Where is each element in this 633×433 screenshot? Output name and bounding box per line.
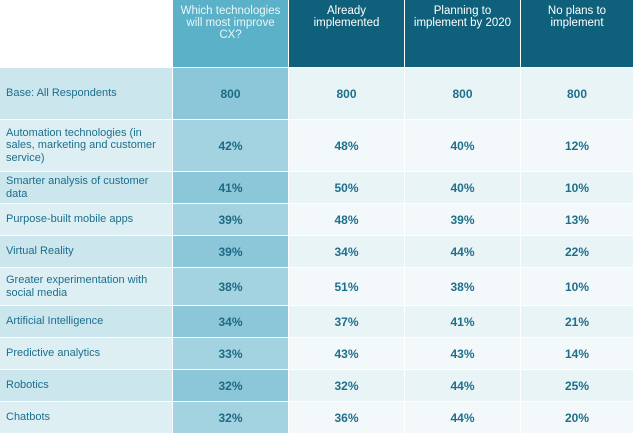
cell-planning-2020: 40% (405, 171, 521, 203)
table-row: Predictive analytics 33% 43% 43% 14% (0, 337, 633, 369)
cell-improve-cx: 41% (173, 171, 289, 203)
table-row: Robotics 32% 32% 44% 25% (0, 369, 633, 401)
cell-already-implemented: 32% (289, 369, 405, 401)
table-row: Base: All Respondents 800 800 800 800 (0, 67, 633, 119)
cell-planning-2020: 39% (405, 203, 521, 235)
cell-no-plans: 22% (521, 235, 633, 267)
table-row: Purpose-built mobile apps 39% 48% 39% 13… (0, 203, 633, 235)
cell-already-implemented: 43% (289, 337, 405, 369)
cell-no-plans: 12% (521, 119, 633, 171)
cell-planning-2020: 44% (405, 401, 521, 433)
cell-already-implemented: 800 (289, 67, 405, 119)
cell-already-implemented: 34% (289, 235, 405, 267)
header-row: Which technologies will most improve CX?… (0, 0, 633, 67)
column-header-no-plans: No plans to implement (521, 0, 633, 67)
cell-planning-2020: 44% (405, 369, 521, 401)
cell-no-plans: 14% (521, 337, 633, 369)
cell-no-plans: 20% (521, 401, 633, 433)
row-label: Robotics (0, 369, 173, 401)
cell-already-implemented: 48% (289, 203, 405, 235)
table-row: Chatbots 32% 36% 44% 20% (0, 401, 633, 433)
cell-no-plans: 25% (521, 369, 633, 401)
cell-no-plans: 10% (521, 171, 633, 203)
row-label: Virtual Reality (0, 235, 173, 267)
table-row: Smarter analysis of customer data 41% 50… (0, 171, 633, 203)
cell-planning-2020: 40% (405, 119, 521, 171)
cell-already-implemented: 37% (289, 305, 405, 337)
cell-already-implemented: 48% (289, 119, 405, 171)
table-row: Automation technologies (in sales, marke… (0, 119, 633, 171)
row-label: Chatbots (0, 401, 173, 433)
row-label: Purpose-built mobile apps (0, 203, 173, 235)
cell-planning-2020: 41% (405, 305, 521, 337)
row-label: Smarter analysis of customer data (0, 171, 173, 203)
cell-already-implemented: 36% (289, 401, 405, 433)
cell-improve-cx: 39% (173, 203, 289, 235)
row-label: Predictive analytics (0, 337, 173, 369)
cell-planning-2020: 800 (405, 67, 521, 119)
cell-planning-2020: 38% (405, 267, 521, 305)
corner-cell (0, 0, 173, 67)
cell-no-plans: 21% (521, 305, 633, 337)
cell-no-plans: 13% (521, 203, 633, 235)
row-label: Automation technologies (in sales, marke… (0, 119, 173, 171)
row-label: Artificial Intelligence (0, 305, 173, 337)
cell-improve-cx: 42% (173, 119, 289, 171)
column-header-already-implemented: Already implemented (289, 0, 405, 67)
cell-planning-2020: 43% (405, 337, 521, 369)
cell-improve-cx: 32% (173, 369, 289, 401)
cell-improve-cx: 38% (173, 267, 289, 305)
column-header-improve-cx: Which technologies will most improve CX? (173, 0, 289, 67)
cell-planning-2020: 44% (405, 235, 521, 267)
cell-already-implemented: 51% (289, 267, 405, 305)
cell-improve-cx: 39% (173, 235, 289, 267)
cell-improve-cx: 34% (173, 305, 289, 337)
column-header-planning-2020: Planning to implement by 2020 (405, 0, 521, 67)
cell-no-plans: 10% (521, 267, 633, 305)
cell-improve-cx: 800 (173, 67, 289, 119)
table-row: Greater experimentation with social medi… (0, 267, 633, 305)
table-row: Virtual Reality 39% 34% 44% 22% (0, 235, 633, 267)
row-label: Base: All Respondents (0, 67, 173, 119)
row-label: Greater experimentation with social medi… (0, 267, 173, 305)
cell-improve-cx: 33% (173, 337, 289, 369)
cell-improve-cx: 32% (173, 401, 289, 433)
cell-already-implemented: 50% (289, 171, 405, 203)
table-row: Artificial Intelligence 34% 37% 41% 21% (0, 305, 633, 337)
cell-no-plans: 800 (521, 67, 633, 119)
